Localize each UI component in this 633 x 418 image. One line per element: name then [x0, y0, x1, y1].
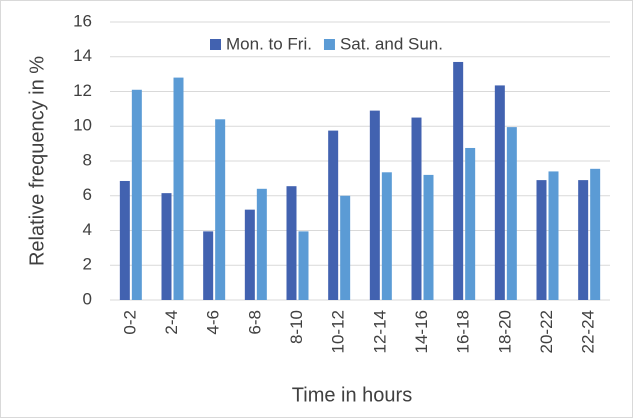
bar [381, 172, 392, 300]
bar [494, 85, 505, 300]
bar [590, 168, 601, 300]
bar [173, 77, 184, 300]
y-tick-label: 10 [73, 116, 92, 135]
bar [119, 180, 130, 300]
x-tick-label: 0-2 [120, 310, 139, 335]
bar [536, 180, 547, 300]
bar [578, 180, 589, 300]
legend-swatch [323, 39, 335, 50]
x-tick-label: 14-16 [412, 310, 431, 353]
y-axis-label: Relative frequency in % [26, 56, 48, 266]
bar [340, 195, 351, 300]
bar [256, 188, 267, 300]
legend-label: Sat. and Sun. [340, 34, 443, 53]
bar [548, 171, 559, 300]
bar [423, 174, 434, 300]
x-tick-label: 6-8 [245, 310, 264, 335]
bar [328, 130, 339, 300]
bar [215, 119, 226, 300]
x-tick-label: 2-4 [162, 310, 181, 335]
bar [369, 110, 380, 300]
bar [161, 193, 172, 300]
bar [286, 186, 297, 300]
y-tick-label: 16 [73, 11, 92, 30]
x-tick-label: 4-6 [204, 310, 223, 335]
bar [203, 231, 214, 300]
bar [453, 61, 464, 301]
bar [244, 209, 255, 300]
bar [411, 117, 422, 300]
x-tick-label: 22-24 [579, 310, 598, 353]
legend-label: Mon. to Fri. [226, 34, 312, 53]
x-tick-label: 10-12 [329, 310, 348, 353]
bar [506, 127, 517, 301]
x-tick-label: 18-20 [495, 310, 514, 353]
x-tick-label: 8-10 [287, 310, 306, 344]
legend-swatch [210, 39, 221, 50]
y-tick-label: 14 [73, 46, 92, 65]
bar [131, 89, 142, 300]
x-tick-label: 12-14 [370, 310, 389, 353]
y-tick-label: 8 [83, 150, 92, 169]
y-tick-label: 2 [83, 255, 92, 274]
x-tick-label: 16-18 [454, 310, 473, 353]
x-tick-label: 20-22 [537, 310, 556, 353]
y-tick-label: 4 [83, 220, 92, 239]
y-tick-label: 12 [73, 81, 92, 100]
x-axis-label: Time in hours [292, 384, 412, 406]
bar [298, 231, 309, 300]
bar [465, 147, 476, 300]
y-tick-label: 6 [83, 185, 92, 204]
y-tick-label: 0 [83, 289, 92, 308]
